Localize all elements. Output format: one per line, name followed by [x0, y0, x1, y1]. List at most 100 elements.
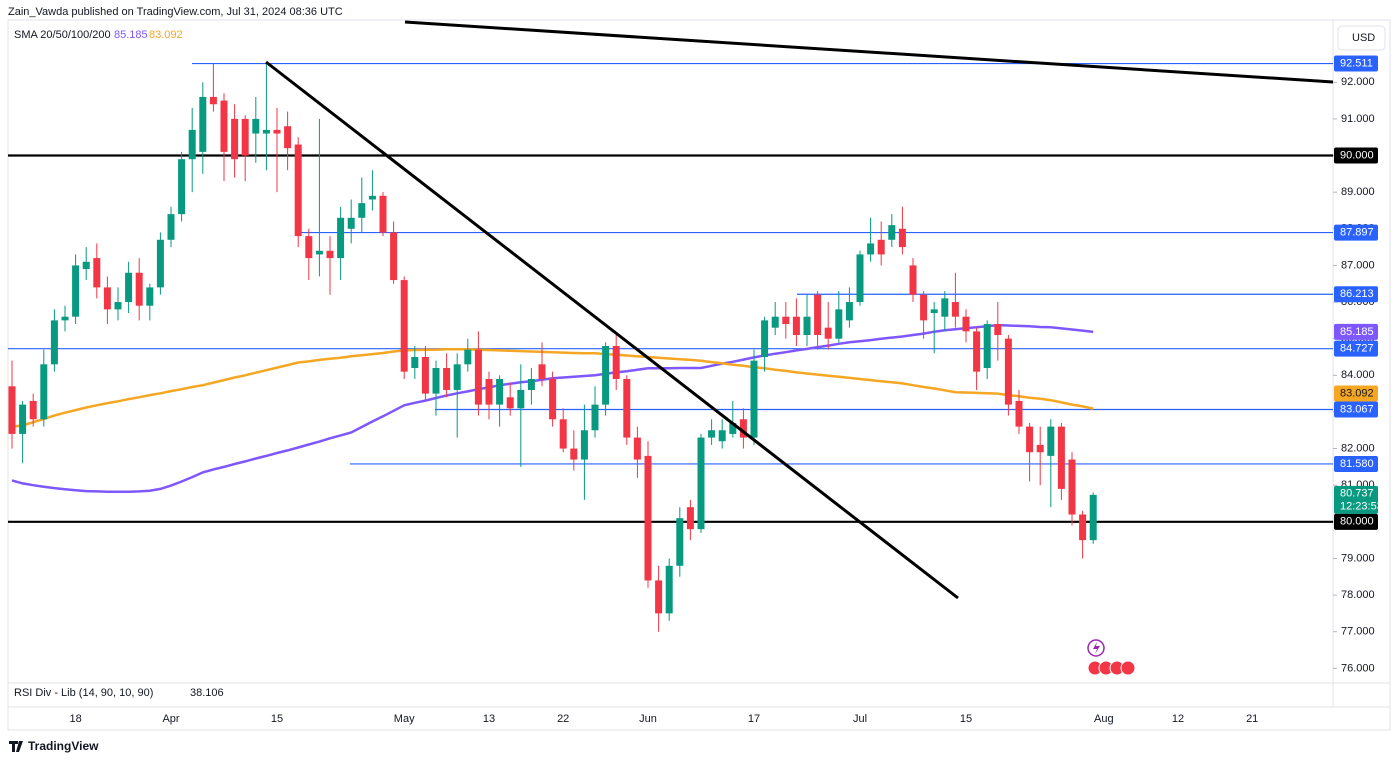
- candle-body: [72, 265, 80, 317]
- candle-body: [1036, 444, 1044, 453]
- x-tick-label: 21: [1246, 713, 1258, 725]
- candle-body: [739, 419, 747, 438]
- sma-value: 83.092: [149, 29, 183, 41]
- axis-price-label: 92.511: [1340, 57, 1373, 69]
- events: [1087, 639, 1136, 676]
- candle-body: [729, 422, 737, 434]
- candle-body: [1047, 426, 1055, 456]
- candle-body: [241, 118, 249, 156]
- candle-body: [877, 239, 885, 255]
- candle-body: [644, 455, 652, 581]
- candle-body: [930, 309, 938, 314]
- candle-body: [898, 228, 906, 248]
- candle-body: [220, 100, 228, 152]
- axis-price-box: [1334, 147, 1378, 164]
- candle-body: [453, 364, 461, 390]
- candle-body: [1079, 514, 1087, 541]
- candle-body: [686, 507, 694, 530]
- level-layer: [8, 62, 1333, 523]
- candle-body: [951, 302, 959, 317]
- tick-layer: 76.00077.00078.00079.00080.00081.00082.0…: [69, 76, 1374, 725]
- candle-body: [1004, 338, 1012, 405]
- candle-body: [209, 96, 217, 105]
- candle-body: [962, 316, 970, 332]
- candle-body: [633, 437, 641, 460]
- trend-line: [404, 20, 1333, 84]
- y-tick-label: 87.000: [1341, 259, 1375, 271]
- axis-price-label: 87.897: [1340, 226, 1374, 238]
- sma-line: [11, 348, 1094, 428]
- candle-body: [782, 316, 790, 325]
- candle-body: [697, 437, 705, 530]
- y-tick-label: 91.000: [1341, 113, 1375, 125]
- candle-body: [1015, 400, 1023, 427]
- x-tick-label: May: [394, 713, 415, 725]
- candle-body: [199, 96, 207, 152]
- candle-body: [464, 349, 472, 365]
- candle-body: [125, 272, 133, 303]
- candle-body: [474, 349, 482, 405]
- candle-body: [40, 364, 48, 420]
- candle-body: [994, 324, 1002, 336]
- candle-body: [665, 565, 673, 614]
- candle-body: [347, 217, 355, 229]
- candle-body: [655, 580, 663, 614]
- candle-body: [517, 389, 525, 409]
- x-tick-label: Jul: [853, 713, 867, 725]
- candle-body: [580, 430, 588, 460]
- candle-body: [19, 404, 27, 434]
- candle-body: [591, 404, 599, 431]
- axis-price-label: 81.580: [1340, 458, 1374, 470]
- axis-price-label: 86.213: [1340, 288, 1374, 300]
- candle-body: [623, 378, 631, 438]
- candle-body: [549, 378, 557, 420]
- axis-price-box: [1334, 401, 1378, 418]
- axis-price-box: [1334, 224, 1378, 241]
- candle-body: [294, 144, 302, 237]
- candle-body: [1089, 494, 1097, 541]
- candle-body: [358, 203, 366, 218]
- x-tick-label: 12: [1172, 713, 1184, 725]
- axis-price-label: 84.727: [1340, 343, 1374, 355]
- axis-price-label: 90.000: [1340, 149, 1374, 161]
- x-tick-label: 22: [557, 713, 569, 725]
- candle-body: [909, 265, 917, 295]
- candle-body: [983, 324, 991, 368]
- candle-body: [845, 302, 853, 321]
- publish-info: Zain_Vawda published on TradingView.com,…: [8, 6, 343, 18]
- candle-body: [824, 327, 832, 339]
- candle-body: [390, 232, 398, 281]
- x-tick-label: 13: [483, 713, 495, 725]
- currency-label: USD: [1352, 32, 1375, 44]
- event-icon-glyph: [1093, 642, 1100, 654]
- candle-body: [252, 118, 260, 134]
- candle-body: [167, 214, 175, 240]
- candle-body: [400, 280, 408, 372]
- axis-price-label: 83.092: [1340, 387, 1374, 399]
- candle-body: [814, 294, 822, 336]
- candle-body: [485, 378, 493, 405]
- candle-body: [888, 225, 896, 240]
- y-tick-label: 78.000: [1341, 589, 1375, 601]
- currency-button[interactable]: [1337, 25, 1386, 51]
- candle-layer: [8, 63, 1097, 632]
- event-flag[interactable]: [1120, 660, 1136, 676]
- candle-body: [284, 126, 292, 149]
- last-price-box: [1334, 485, 1378, 514]
- candle-body: [379, 195, 387, 233]
- y-tick-label: 84.000: [1341, 369, 1375, 381]
- candle-body: [612, 346, 620, 379]
- candle-body: [114, 302, 122, 310]
- candle-body: [305, 236, 313, 259]
- candle-body: [941, 298, 949, 317]
- rsi-value: 38.106: [190, 687, 224, 699]
- chart-border: [7, 19, 1391, 731]
- candle-body: [432, 367, 440, 394]
- countdown: 12:23:53: [1340, 501, 1383, 513]
- x-tick-label: Aug: [1094, 713, 1114, 725]
- candle-body: [803, 316, 811, 336]
- candle-body: [231, 118, 239, 160]
- axis-price-box: [1334, 286, 1378, 303]
- candle-body: [178, 159, 186, 215]
- axis-label-layer: 92.511 90.000 87.897 86.213 85.185 84.727 83.0…: [1334, 55, 1383, 530]
